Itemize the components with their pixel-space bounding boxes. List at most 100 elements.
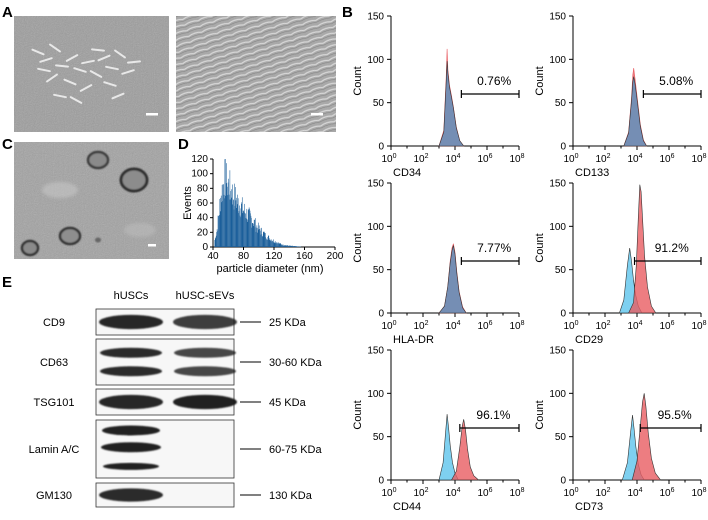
nta-bar xyxy=(280,244,282,247)
x-tick-label: 100 xyxy=(381,320,396,332)
nta-bar xyxy=(237,198,239,247)
x-tick-label: 104 xyxy=(627,320,642,332)
nta-bar xyxy=(290,245,292,247)
nta-bar xyxy=(247,221,248,247)
nta-bar xyxy=(232,199,234,247)
nta-bar xyxy=(240,217,241,247)
nta-bar xyxy=(243,210,244,247)
x-tick-label: 100 xyxy=(563,320,578,332)
cell xyxy=(89,70,103,78)
nta-bar xyxy=(221,184,223,247)
x-tick-label: 106 xyxy=(477,153,492,165)
nta-bar xyxy=(276,242,278,247)
nta-bar xyxy=(260,228,262,247)
nta-bar xyxy=(231,197,232,247)
y-tick-label: 100 xyxy=(549,222,566,233)
cell xyxy=(91,48,105,52)
nta-bar xyxy=(259,230,261,247)
nta-bar xyxy=(250,215,252,247)
x-tick-label: 108 xyxy=(691,487,706,499)
nta-bar xyxy=(292,246,294,247)
nta-bar xyxy=(281,244,282,247)
nta-bar xyxy=(267,239,268,247)
x-tick-label: 104 xyxy=(445,153,460,165)
scale-bar xyxy=(148,244,156,247)
nta-bar xyxy=(286,245,287,247)
nta-bar xyxy=(224,159,226,247)
nta-bar xyxy=(287,245,289,247)
nta-bar xyxy=(274,242,275,247)
nta-bar xyxy=(253,219,255,247)
nta-bar xyxy=(216,229,218,247)
x-tick-label: 100 xyxy=(563,153,578,165)
y-tick-label: 80 xyxy=(197,183,209,194)
nta-bar xyxy=(220,211,222,247)
positive-percent: 91.2% xyxy=(655,241,689,255)
x-tick-label: 200 xyxy=(327,251,344,262)
nta-bar xyxy=(250,213,251,247)
y-tick-label: 50 xyxy=(555,98,567,109)
nta-bar xyxy=(265,238,267,247)
x-tick-label: 108 xyxy=(509,153,524,165)
x-axis-title: CD44 xyxy=(393,501,421,513)
nta-bar xyxy=(221,202,222,247)
y-tick-label: 20 xyxy=(197,227,209,238)
cell xyxy=(49,43,61,53)
nta-bar xyxy=(249,208,250,247)
nta-bar xyxy=(280,243,281,247)
nta-bar xyxy=(228,194,230,247)
cell xyxy=(79,84,93,92)
nta-bar xyxy=(268,235,269,247)
y-axis-title: Count xyxy=(534,233,546,262)
blot-row-tsg101: TSG101 45 KDa xyxy=(34,388,307,416)
nta-bar xyxy=(241,202,242,247)
nta-bar xyxy=(229,170,231,247)
nta-bar xyxy=(258,229,259,247)
blot-row-cd63: CD63 30-60 KDa xyxy=(40,338,322,386)
x-tick-label: 100 xyxy=(381,487,396,499)
x-tick-label: 106 xyxy=(477,320,492,332)
nta-bar xyxy=(244,203,245,247)
x-tick-label: 100 xyxy=(381,153,396,165)
nta-bar xyxy=(220,197,221,247)
nta-bar xyxy=(251,217,252,247)
nta-bar xyxy=(289,245,291,247)
blot-size-label: 60-75 KDa xyxy=(269,444,322,456)
y-tick-label: 0 xyxy=(378,309,384,320)
tem-micrograph xyxy=(14,142,169,259)
nta-bar xyxy=(257,222,259,247)
nta-bar xyxy=(237,194,238,247)
x-axis-title: particle diameter (nm) xyxy=(217,263,324,275)
x-tick-label: 160 xyxy=(296,251,313,262)
nta-bar xyxy=(263,231,264,247)
x-tick-label: 102 xyxy=(413,487,428,499)
y-tick-label: 150 xyxy=(549,179,566,190)
micrograph-sparse-cells xyxy=(14,16,169,132)
nta-bar xyxy=(245,213,246,247)
nta-bar xyxy=(288,246,290,247)
blot-size-label: 30-60 KDa xyxy=(269,357,322,369)
x-tick-label: 102 xyxy=(413,320,428,332)
nta-bar xyxy=(298,246,299,247)
y-tick-label: 150 xyxy=(549,12,566,23)
x-axis-title: CD133 xyxy=(575,167,609,179)
histogram-series-1 xyxy=(631,393,662,481)
nta-bar xyxy=(282,244,284,247)
nta-bar xyxy=(255,218,256,247)
histogram-series-1 xyxy=(450,419,480,481)
micrograph-confluent-cells xyxy=(176,16,336,132)
nta-bar xyxy=(256,227,257,247)
nta-bar xyxy=(252,223,253,247)
nta-bar xyxy=(284,245,286,247)
blot-size-label: 45 KDa xyxy=(269,397,307,409)
nta-bar xyxy=(251,227,253,247)
nta-bar xyxy=(227,186,228,247)
x-tick-label: 40 xyxy=(207,251,219,262)
nta-bar xyxy=(258,225,260,247)
nta-bar xyxy=(241,203,243,247)
y-axis-title: Count xyxy=(534,66,546,95)
nta-bar xyxy=(236,197,238,247)
blot-band xyxy=(101,442,161,453)
panel-letter-d: D xyxy=(178,136,189,153)
